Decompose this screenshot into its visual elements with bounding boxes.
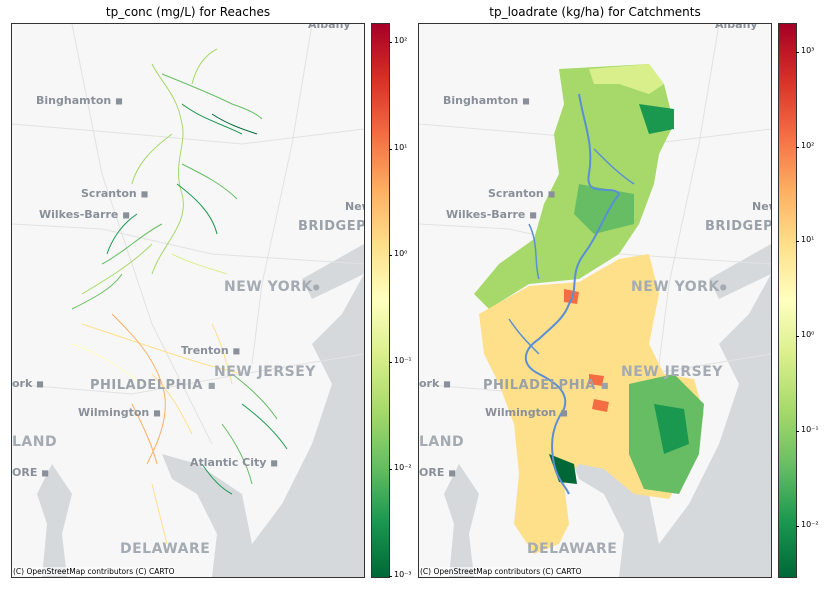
- colorbar-tick-label: 10⁻²: [801, 520, 819, 530]
- delaware-bay: [569, 454, 659, 577]
- chesapeake-bay: [444, 464, 479, 577]
- place-baltimore-partial: ORE ■: [419, 466, 456, 479]
- place-wilkes-barre: Wilkes-Barre ■: [446, 208, 537, 221]
- colorbar-tick-label: 10⁻³: [394, 570, 412, 579]
- place-new-jersey: NEW JERSEY: [621, 364, 723, 380]
- place-binghamton: Binghamton ■: [443, 94, 530, 107]
- colorbar-tick-mark: [389, 576, 392, 577]
- place-wilkes-barre: Wilkes-Barre ■: [39, 208, 130, 221]
- place-scranton: Scranton ■: [81, 187, 149, 200]
- place-binghamton: Binghamton ■: [36, 94, 123, 107]
- catchments-orange-spots: [564, 289, 609, 412]
- place-new-york: NEW YORK●: [631, 279, 728, 295]
- colorbar-tick-mark: [796, 51, 799, 53]
- colorbar-tick-label: 10³: [801, 45, 815, 55]
- catchments-southeast-dark: [654, 404, 689, 454]
- schuylkill-river: [508, 318, 540, 355]
- place-albany: Albany: [715, 23, 758, 31]
- catchments-delaware-bay-dark: [549, 454, 577, 484]
- place-bridgeport: BRIDGEPOR: [705, 219, 771, 234]
- colorbar-tick-mark: [796, 336, 799, 338]
- catchments-middle-dark: [574, 184, 634, 234]
- colorbar-tick-label: 10¹: [801, 235, 815, 245]
- left-map-canvas: [12, 24, 364, 577]
- left-colorbar: [371, 23, 390, 578]
- colorbar-tick-mark: [796, 241, 799, 243]
- place-wilmington: Wilmington ■: [78, 406, 161, 419]
- place-scranton: Scranton ■: [488, 187, 556, 200]
- place-york-partial: ork ■: [419, 377, 451, 390]
- colorbar-tick-label: 10⁻¹: [394, 356, 412, 366]
- colorbar-tick-label: 10²: [394, 35, 408, 45]
- right-map[interactable]: Albany Binghamton ■ Scranton ■ Wilkes-Ba…: [418, 23, 772, 578]
- right-map-attribution: (C) OpenStreetMap contributors (C) CARTO: [420, 567, 582, 576]
- colorbar-tick-mark: [389, 255, 392, 257]
- chesapeake-bay: [37, 464, 72, 577]
- colorbar-tick-mark: [796, 431, 799, 433]
- place-baltimore-partial: ORE ■: [12, 466, 49, 479]
- place-maryland-partial: LAND: [12, 434, 58, 450]
- place-delaware: DELAWARE: [527, 541, 618, 557]
- colorbar-tick-mark: [389, 41, 392, 43]
- left-map[interactable]: Albany Binghamton ■ Scranton ■ Wilkes-Ba…: [11, 23, 365, 578]
- catchments-north-light: [589, 64, 664, 94]
- delaware-bay: [162, 454, 252, 577]
- place-maryland-partial: LAND: [419, 434, 465, 450]
- left-panel-title: tp_conc (mg/L) for Reaches: [105, 5, 271, 19]
- left-map-attribution: (C) OpenStreetMap contributors (C) CARTO: [13, 567, 175, 576]
- atlantic-ocean: [232, 274, 364, 577]
- colorbar-tick-mark: [796, 146, 799, 148]
- place-albany: Albany: [308, 23, 351, 31]
- right-colorbar: [778, 23, 797, 578]
- place-new-york: NEW YORK●: [224, 279, 321, 295]
- colorbar-tick-label: 10⁻¹: [801, 425, 819, 435]
- colorbar-tick-label: 10⁰: [394, 249, 408, 259]
- colorbar-tick-mark: [796, 526, 799, 528]
- long-island-sound: [709, 244, 771, 299]
- colorbar-tick-mark: [389, 148, 392, 150]
- atlantic-ocean: [639, 274, 771, 577]
- colorbar-tick-label: 10⁰: [801, 330, 815, 340]
- reach-network-north: [71, 48, 263, 310]
- place-wilmington: Wilmington ■: [485, 406, 568, 419]
- place-new-jersey: NEW JERSEY: [214, 364, 316, 380]
- catchments-north: [474, 64, 674, 309]
- place-philadelphia: PHILADELPHIA ■: [483, 378, 609, 393]
- reach-network-south: [71, 313, 288, 545]
- long-island-sound: [302, 244, 364, 299]
- right-panel-title: tp_loadrate (kg/ha) for Catchments: [489, 5, 701, 19]
- delaware-river: [524, 93, 621, 495]
- colorbar-tick-mark: [389, 469, 392, 471]
- colorbar-tick-label: 10¹: [394, 142, 408, 152]
- colorbar-tick-label: 10⁻²: [394, 463, 412, 473]
- colorbar-tick-mark: [389, 362, 392, 364]
- right-map-canvas: [419, 24, 771, 577]
- place-new-partial: New: [345, 200, 364, 213]
- delaware-branch: [593, 148, 635, 185]
- place-trenton: Trenton ■: [181, 344, 241, 357]
- place-philadelphia: PHILADELPHIA ■: [90, 378, 216, 393]
- colorbar-tick-label: 10²: [801, 140, 815, 150]
- place-york-partial: ork ■: [12, 377, 44, 390]
- place-bridgeport: BRIDGEPOR: [298, 219, 364, 234]
- lehigh-river: [528, 223, 540, 280]
- place-atlantic-city: Atlantic City ■: [190, 456, 278, 469]
- place-new-partial: New: [752, 200, 771, 213]
- place-delaware: DELAWARE: [120, 541, 211, 557]
- catchments-north-dark: [639, 104, 674, 134]
